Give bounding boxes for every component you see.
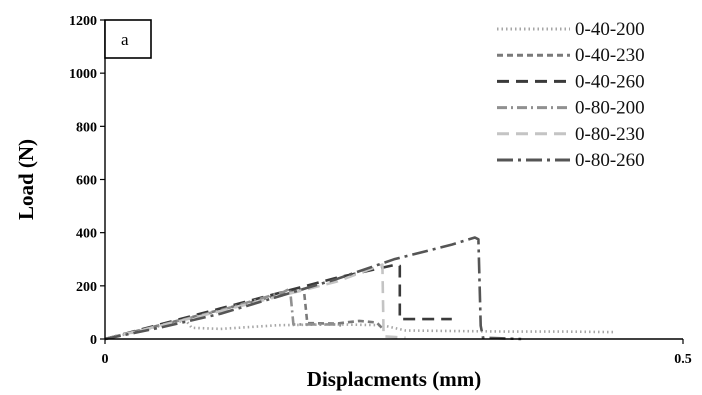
ticks-layer: 0 200 400 600 800 1000 1200 0 0.5 (69, 14, 692, 367)
series-line-0-40-260 (104, 263, 452, 341)
y-tick-label: 400 (76, 227, 97, 242)
y-axis-title: Load (N) (14, 139, 38, 220)
y-tick-label: 0 (90, 333, 97, 348)
series-line-0-40-200 (104, 319, 614, 341)
x-axis-title: Displacments (mm) (307, 367, 481, 391)
legend-label: 0-80-200 (575, 98, 645, 119)
axes-layer (104, 20, 683, 340)
series-layer (104, 236, 614, 341)
x-tick-label: 0 (102, 352, 109, 367)
legend: 0-40-200 0-40-230 0-40-260 0-80-200 0-80-230… (497, 19, 645, 171)
series-line-0-80-260 (104, 236, 522, 341)
legend-label: 0-40-260 (575, 71, 645, 92)
panel-label-box: a (104, 19, 152, 59)
y-tick-label: 1000 (69, 67, 97, 82)
y-tick-label: 600 (76, 174, 97, 189)
y-tick-label: 800 (76, 120, 97, 135)
y-tick-label: 200 (76, 280, 97, 295)
legend-label: 0-80-230 (575, 124, 645, 145)
y-tick-label: 1200 (69, 14, 97, 29)
series-line-0-40-230 (104, 287, 384, 341)
legend-label: 0-80-260 (575, 150, 645, 171)
series-line-0-80-230 (104, 263, 406, 341)
legend-label: 0-40-200 (575, 19, 645, 40)
legend-label: 0-40-230 (575, 45, 645, 66)
x-tick-label: 0.5 (674, 352, 692, 367)
panel-label: a (121, 30, 129, 49)
